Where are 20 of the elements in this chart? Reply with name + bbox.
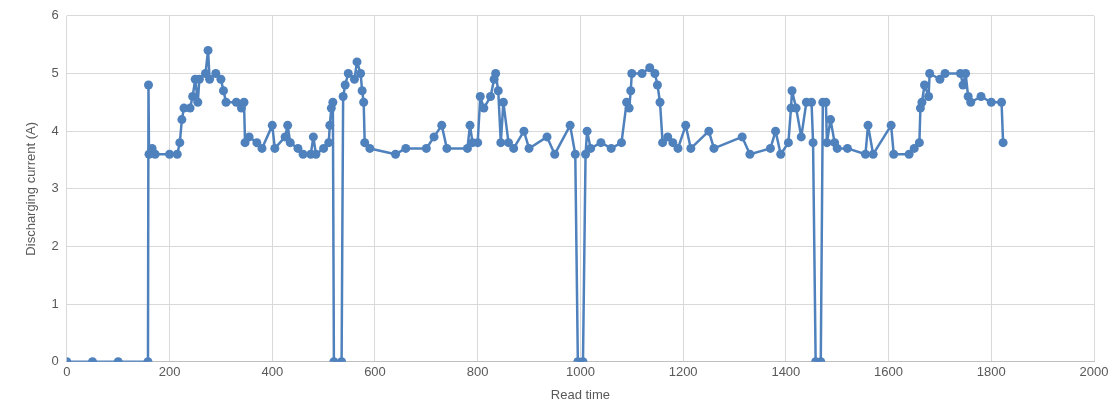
x-tick-label: 600 [364,364,386,380]
y-axis-title: Discharging current (A) [23,121,39,256]
x-tick-label: 400 [261,364,284,380]
x-axis-title: Read time [550,386,611,402]
x-tick-label: 200 [158,364,181,380]
y-tick-label: 4 [51,122,59,138]
x-tick-label: 1600 [874,364,904,380]
x-tick-label: 800 [466,364,489,380]
x-tick-label: 1000 [565,364,595,380]
y-tick-label: 5 [51,65,59,81]
x-tick-label: 1800 [976,364,1006,380]
x-tick-label: 1400 [771,364,801,380]
x-tick-label: 1200 [668,364,698,380]
x-tick-label: 2000 [1079,364,1109,380]
y-tick-label: 3 [51,180,59,196]
x-tick-label: 0 [63,364,71,380]
y-tick-label: 6 [51,7,59,23]
y-tick-label: 2 [51,238,59,254]
y-tick-label: 0 [51,353,59,369]
y-tick-label: 1 [51,295,59,311]
